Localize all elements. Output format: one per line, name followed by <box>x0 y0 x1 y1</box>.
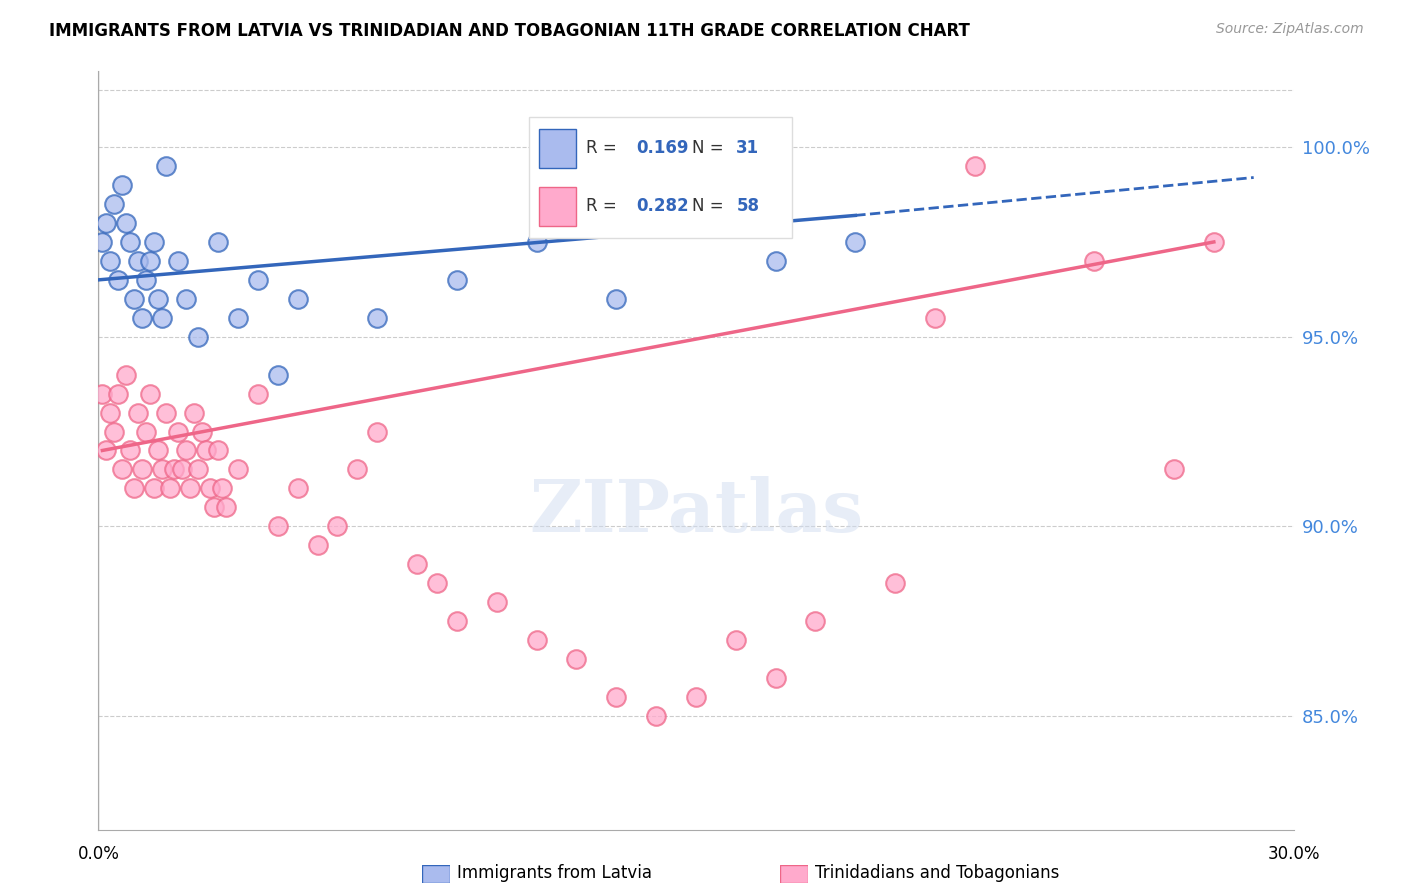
Point <box>346 462 368 476</box>
Point <box>115 216 138 230</box>
Point <box>215 500 238 515</box>
Point <box>211 482 233 496</box>
Text: Trinidadians and Tobagonians: Trinidadians and Tobagonians <box>815 864 1060 882</box>
Point <box>685 690 707 704</box>
Point <box>91 235 114 249</box>
Point <box>366 425 388 439</box>
Point <box>884 576 907 591</box>
Point <box>287 292 309 306</box>
Point <box>131 462 153 476</box>
Point <box>174 443 197 458</box>
Point <box>207 235 229 249</box>
Text: 30.0%: 30.0% <box>1267 845 1320 863</box>
Point <box>605 690 627 704</box>
Point <box>150 310 173 325</box>
Point <box>765 254 787 268</box>
Point <box>143 235 166 249</box>
Point <box>924 310 946 325</box>
Point <box>191 425 214 439</box>
Point <box>124 482 146 496</box>
FancyBboxPatch shape <box>422 865 450 883</box>
Point <box>127 406 149 420</box>
Point <box>120 443 142 458</box>
Point <box>724 633 747 648</box>
Point <box>246 273 269 287</box>
Point <box>107 273 129 287</box>
Point <box>174 292 197 306</box>
Point <box>148 292 170 306</box>
Point <box>98 406 122 420</box>
Point <box>111 178 134 193</box>
Point <box>202 500 225 515</box>
Point <box>139 254 162 268</box>
Point <box>135 425 157 439</box>
Point <box>267 368 290 382</box>
Point <box>115 368 138 382</box>
Point <box>1202 235 1225 249</box>
Point <box>426 576 449 591</box>
Point <box>446 273 468 287</box>
Point <box>804 614 827 628</box>
Point <box>150 462 173 476</box>
Point <box>307 538 329 552</box>
Point <box>155 406 177 420</box>
Point <box>406 558 429 572</box>
Point <box>226 310 249 325</box>
Point <box>91 386 114 401</box>
Point <box>96 443 118 458</box>
Point <box>159 482 181 496</box>
Point <box>1163 462 1185 476</box>
Point <box>446 614 468 628</box>
Point <box>103 425 125 439</box>
Point <box>765 671 787 685</box>
Point <box>565 652 588 666</box>
Text: Immigrants from Latvia: Immigrants from Latvia <box>457 864 652 882</box>
Text: ZIPatlas: ZIPatlas <box>529 475 863 547</box>
Point <box>287 482 309 496</box>
Point <box>605 292 627 306</box>
Point <box>120 235 142 249</box>
Point <box>131 310 153 325</box>
Point <box>645 709 668 723</box>
Point <box>107 386 129 401</box>
Point <box>163 462 186 476</box>
Point <box>143 482 166 496</box>
Point <box>179 482 201 496</box>
Point <box>267 519 290 533</box>
Text: 0.0%: 0.0% <box>77 845 120 863</box>
Point <box>485 595 508 609</box>
Point <box>96 216 118 230</box>
Point <box>326 519 349 533</box>
Text: IMMIGRANTS FROM LATVIA VS TRINIDADIAN AND TOBAGONIAN 11TH GRADE CORRELATION CHAR: IMMIGRANTS FROM LATVIA VS TRINIDADIAN AN… <box>49 22 970 40</box>
Point <box>195 443 218 458</box>
Point <box>111 462 134 476</box>
Point <box>207 443 229 458</box>
Point <box>246 386 269 401</box>
Point <box>103 197 125 211</box>
Point <box>98 254 122 268</box>
Point <box>187 462 209 476</box>
Point <box>844 235 866 249</box>
Point <box>1083 254 1105 268</box>
Point <box>963 159 986 173</box>
Text: Source: ZipAtlas.com: Source: ZipAtlas.com <box>1216 22 1364 37</box>
Point <box>198 482 221 496</box>
Point <box>172 462 194 476</box>
Point <box>139 386 162 401</box>
Point <box>526 633 548 648</box>
Point <box>187 330 209 344</box>
Point <box>366 310 388 325</box>
Point <box>148 443 170 458</box>
Point <box>135 273 157 287</box>
Point <box>167 425 190 439</box>
Point <box>124 292 146 306</box>
Point <box>127 254 149 268</box>
Point <box>226 462 249 476</box>
Point <box>167 254 190 268</box>
Point <box>183 406 205 420</box>
Point <box>155 159 177 173</box>
Point <box>526 235 548 249</box>
FancyBboxPatch shape <box>780 865 808 883</box>
